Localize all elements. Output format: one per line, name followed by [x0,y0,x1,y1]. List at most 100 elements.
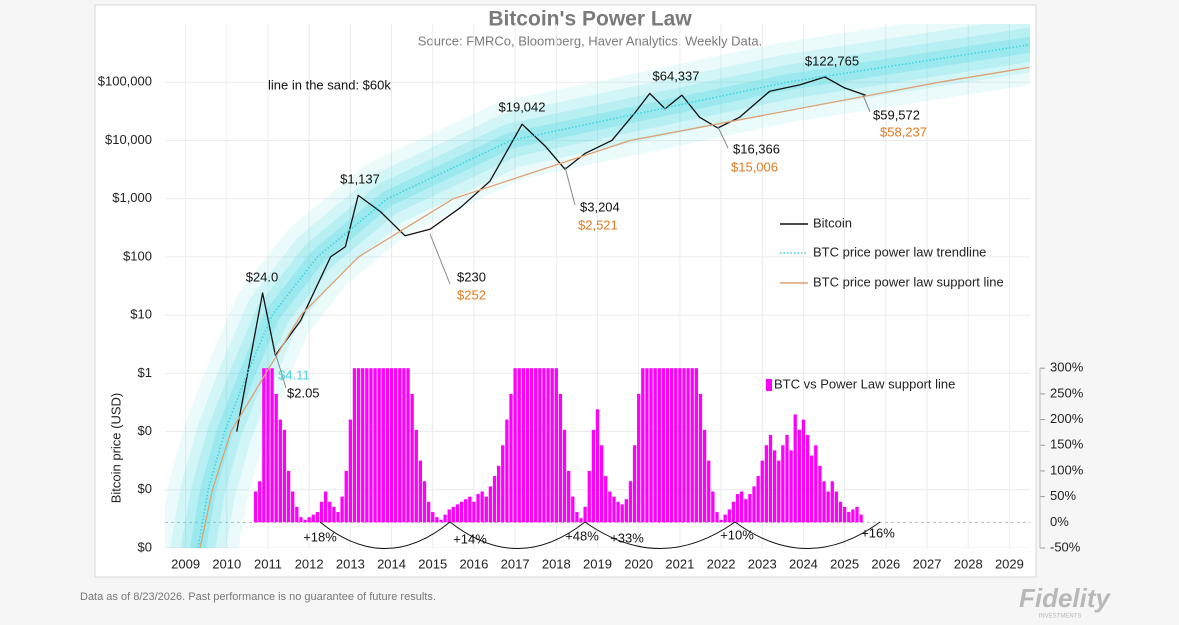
y-tick-label: $100,000 [98,74,152,89]
bar [332,506,336,523]
bar [505,419,509,523]
y2-tick-label: 200% [1050,411,1084,426]
bar [789,450,793,523]
bar [258,481,262,523]
bar [513,368,517,523]
bar [509,393,513,523]
bar [591,429,596,523]
x-tick-label: 2026 [871,556,900,571]
bar [637,393,641,523]
bar [426,501,431,523]
bar [529,368,534,523]
bar [517,368,521,523]
x-tick-label: 2010 [212,556,241,571]
x-tick-label: 2016 [459,556,488,571]
bar [344,470,348,523]
legend-label: BTC price power law support line [813,274,1004,289]
bar [282,429,287,523]
x-tick-label: 2013 [336,556,365,571]
bar [431,512,435,523]
x-tick-label: 2027 [913,556,942,571]
legend-swatch [766,379,772,391]
bar [488,486,493,523]
x-tick-label: 2011 [254,556,282,571]
bar [299,517,303,523]
x-tick-label: 2028 [954,556,983,571]
bar [756,476,760,523]
chart-subtitle: Source: FMRCo, Bloomberg, Haver Analytic… [418,33,762,48]
bar [661,368,666,523]
bar [575,512,579,523]
y-tick-label: $0 [138,539,152,554]
bar [348,419,353,523]
bar [558,393,563,523]
bar [270,368,274,523]
bar [764,445,769,523]
bar [632,445,637,523]
bar [295,506,299,523]
cycle-arc [319,521,451,549]
annotation: $24.0 [246,269,279,284]
legend-label: Bitcoin [813,215,852,230]
cycle-arc [734,521,881,549]
y-tick-label: $10 [130,307,152,322]
bar [307,517,311,523]
bar [455,504,460,523]
annotation: $1,137 [340,171,380,186]
bar [805,434,810,523]
bar [546,368,550,523]
annotation: $252 [457,287,486,302]
bar [492,476,497,523]
bar [583,506,587,523]
bar [777,460,781,523]
bar [464,499,468,523]
bar [748,494,752,523]
bar [793,414,797,523]
bar [253,491,258,523]
bar [645,368,649,523]
annotation: $16,366 [733,141,780,156]
y2-tick-label: 300% [1050,360,1084,375]
bar [628,481,633,523]
bar [414,429,418,523]
bar [665,368,670,523]
bar [554,368,558,523]
bar [694,368,699,523]
x-tick-label: 2014 [377,556,406,571]
bar [797,429,801,523]
bar [501,445,505,523]
chart-title: Bitcoin's Power Law [488,8,692,31]
cycle-arc [584,521,736,549]
bar [571,496,575,523]
x-tick-label: 2009 [171,556,200,571]
trend-glow [170,24,1030,548]
bar [447,509,451,523]
y-tick-label: $100 [123,248,152,263]
bar [744,499,748,523]
bar [657,368,661,523]
plot-area [165,24,1030,548]
leader-line [274,351,287,389]
y-tick-label: $1 [138,365,152,380]
y-tick-label: $10,000 [105,132,152,147]
footnote: Data as of 8/23/2026. Past performance i… [80,591,436,603]
bar [352,368,357,523]
bar [719,519,723,523]
bar [785,434,789,523]
bar [723,514,727,523]
bar [674,368,678,523]
bar [340,496,344,523]
bar [620,504,624,523]
bar [398,368,402,523]
bar [315,512,320,523]
bar [385,368,390,523]
bar [669,368,674,523]
x-tick-label: 2018 [542,556,571,571]
annotation: $15,006 [731,159,778,174]
bar [731,501,736,523]
bar [851,509,855,523]
annotation: +33% [610,530,644,545]
bar [356,368,361,523]
bar [534,368,538,523]
bar [810,455,814,523]
